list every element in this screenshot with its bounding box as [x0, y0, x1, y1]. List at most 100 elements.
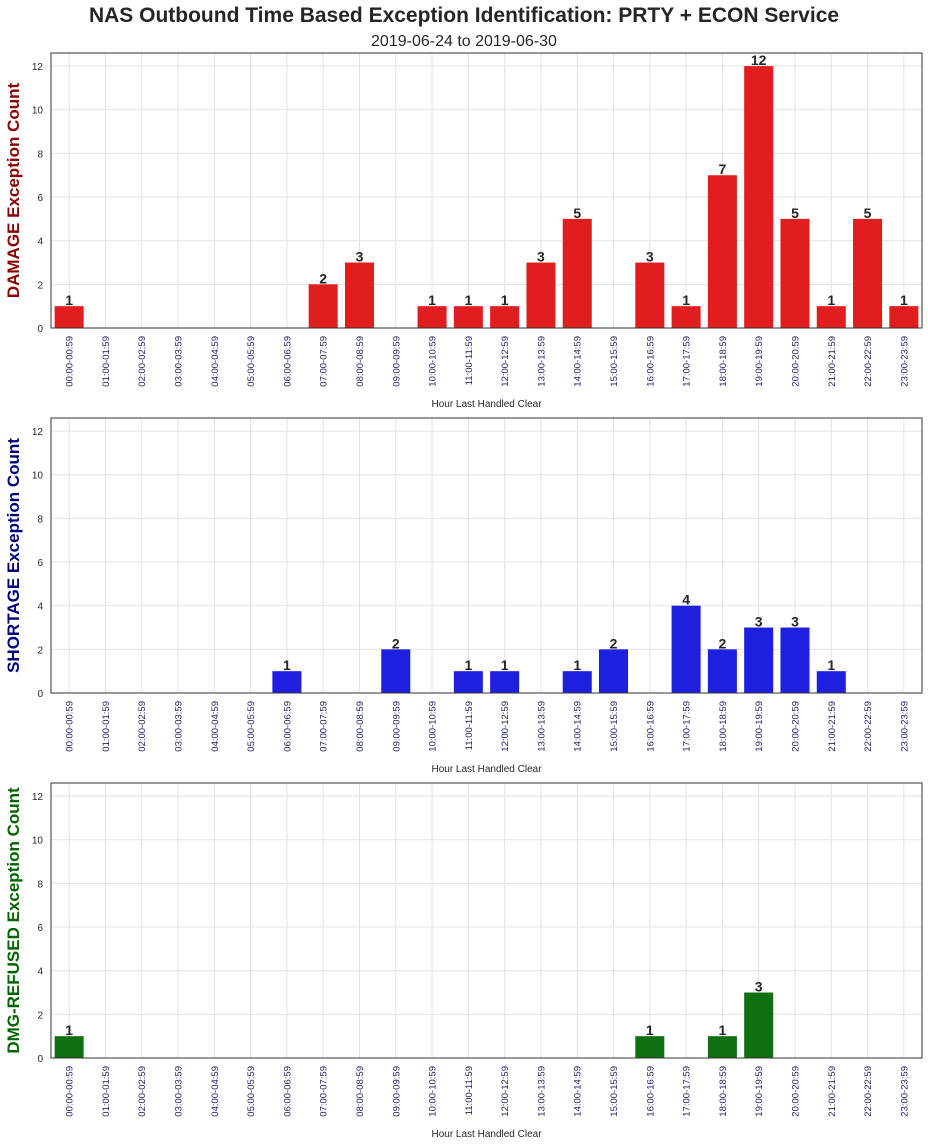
bar — [381, 649, 411, 693]
x-tick-label: 11:00-11:59 — [464, 336, 475, 385]
bar-value-label: 3 — [755, 614, 763, 630]
y-tick-label: 10 — [32, 471, 44, 482]
bar-value-label: 1 — [900, 292, 908, 308]
y-tick-label: 6 — [37, 558, 43, 569]
x-tick-label: 19:00-19:59 — [754, 1066, 765, 1117]
bar — [54, 306, 84, 328]
bar-value-label: 4 — [682, 592, 690, 608]
x-tick-label: 04:00-04:59 — [210, 701, 221, 752]
bar-value-label: 3 — [791, 614, 799, 630]
x-tick-label: 12:00-12:59 — [500, 701, 511, 752]
x-tick-label: 20:00-20:59 — [790, 701, 801, 752]
bar-value-label: 1 — [827, 292, 835, 308]
y-tick-label: 0 — [37, 1054, 43, 1065]
y-tick-label: 2 — [37, 645, 43, 656]
y-tick-label: 12 — [32, 427, 44, 438]
x-tick-label: 15:00-15:59 — [609, 1066, 620, 1117]
x-tick-label: 04:00-04:59 — [210, 1066, 221, 1117]
x-tick-label: 17:00-17:59 — [682, 701, 693, 752]
bar-value-label: 1 — [573, 657, 581, 673]
x-tick-label: 06:00-06:59 — [282, 1066, 293, 1117]
y-tick-label: 4 — [37, 967, 43, 978]
bar — [744, 992, 774, 1058]
bar — [635, 1036, 665, 1058]
y-tick-label: 6 — [37, 193, 43, 204]
bar — [54, 1036, 84, 1058]
x-tick-label: 23:00-23:59 — [899, 1066, 910, 1117]
x-tick-label: 10:00-10:59 — [428, 1066, 439, 1117]
bar — [526, 262, 556, 328]
x-tick-label: 16:00-16:59 — [645, 336, 656, 387]
x-tick-label: 01:00-01:59 — [101, 336, 112, 387]
x-tick-label: 05:00-05:59 — [246, 1066, 257, 1117]
y-tick-label: 12 — [32, 792, 44, 803]
x-tick-label: 11:00-11:59 — [464, 1066, 475, 1115]
y-tick-label: 2 — [37, 1010, 43, 1021]
bar — [889, 306, 919, 328]
x-tick-label: 20:00-20:59 — [790, 1066, 801, 1117]
x-tick-label: 16:00-16:59 — [645, 701, 656, 752]
y-tick-label: 10 — [32, 106, 44, 117]
y-tick-label: 4 — [37, 602, 43, 613]
x-tick-label: 23:00-23:59 — [899, 336, 910, 387]
y-tick-label: 8 — [37, 514, 43, 525]
bar — [562, 218, 592, 328]
x-tick-label: 01:00-01:59 — [101, 701, 112, 752]
x-tick-label: 15:00-15:59 — [609, 701, 620, 752]
x-tick-label: 18:00-18:59 — [718, 1066, 729, 1117]
x-tick-label: 10:00-10:59 — [428, 701, 439, 752]
bar-value-label: 1 — [501, 292, 509, 308]
x-tick-label: 03:00-03:59 — [174, 1066, 185, 1117]
x-tick-label: 19:00-19:59 — [754, 701, 765, 752]
y-tick-label: 0 — [37, 689, 43, 700]
x-tick-label: 14:00-14:59 — [573, 1066, 584, 1117]
bar-value-label: 5 — [573, 205, 581, 221]
x-tick-label: 21:00-21:59 — [827, 336, 838, 387]
x-tick-label: 08:00-08:59 — [355, 336, 366, 387]
x-tick-label: 10:00-10:59 — [428, 336, 439, 387]
x-tick-label: 00:00-00:59 — [65, 701, 76, 752]
x-tick-label: 08:00-08:59 — [355, 701, 366, 752]
bar-value-label: 2 — [718, 635, 726, 651]
x-tick-label: 02:00-02:59 — [137, 701, 148, 752]
x-tick-label: 15:00-15:59 — [609, 336, 620, 387]
plot-frame — [50, 417, 923, 694]
x-tick-label: 05:00-05:59 — [246, 701, 257, 752]
x-tick-label: 09:00-09:59 — [391, 336, 402, 387]
x-tick-label: 17:00-17:59 — [682, 336, 693, 387]
bar — [453, 671, 483, 693]
bar-value-label: 1 — [283, 657, 291, 673]
bar — [671, 605, 701, 693]
bar — [344, 262, 374, 328]
x-tick-label: 14:00-14:59 — [573, 701, 584, 752]
bar — [707, 649, 737, 693]
bar-value-label: 7 — [718, 161, 726, 177]
bar-value-label: 1 — [464, 292, 472, 308]
x-tick-label: 13:00-13:59 — [536, 1066, 547, 1117]
y-tick-label: 4 — [37, 237, 43, 248]
bar-value-label: 5 — [864, 205, 872, 221]
bar — [744, 627, 774, 693]
x-tick-label: 02:00-02:59 — [137, 336, 148, 387]
x-tick-label: 22:00-22:59 — [863, 1066, 874, 1117]
bar — [707, 175, 737, 328]
bar — [490, 306, 520, 328]
bar-value-label: 1 — [464, 657, 472, 673]
bar — [853, 218, 883, 328]
x-tick-label: 07:00-07:59 — [319, 1066, 330, 1117]
y-tick-label: 0 — [37, 324, 43, 335]
x-tick-label: 07:00-07:59 — [319, 701, 330, 752]
figure-title: NAS Outbound Time Based Exception Identi… — [88, 4, 840, 27]
x-tick-label: 23:00-23:59 — [899, 701, 910, 752]
bar-value-label: 1 — [65, 1022, 73, 1038]
x-tick-label: 09:00-09:59 — [391, 701, 402, 752]
bar-value-label: 1 — [718, 1022, 726, 1038]
figure-subtitle: 2019-06-24 to 2019-06-30 — [371, 33, 557, 50]
bar — [780, 627, 810, 693]
bar-value-label: 3 — [646, 249, 654, 265]
x-tick-label: 08:00-08:59 — [355, 1066, 366, 1117]
x-tick-label: 06:00-06:59 — [282, 336, 293, 387]
y-axis-label: DMG-REFUSED Exception Count — [4, 787, 23, 1054]
